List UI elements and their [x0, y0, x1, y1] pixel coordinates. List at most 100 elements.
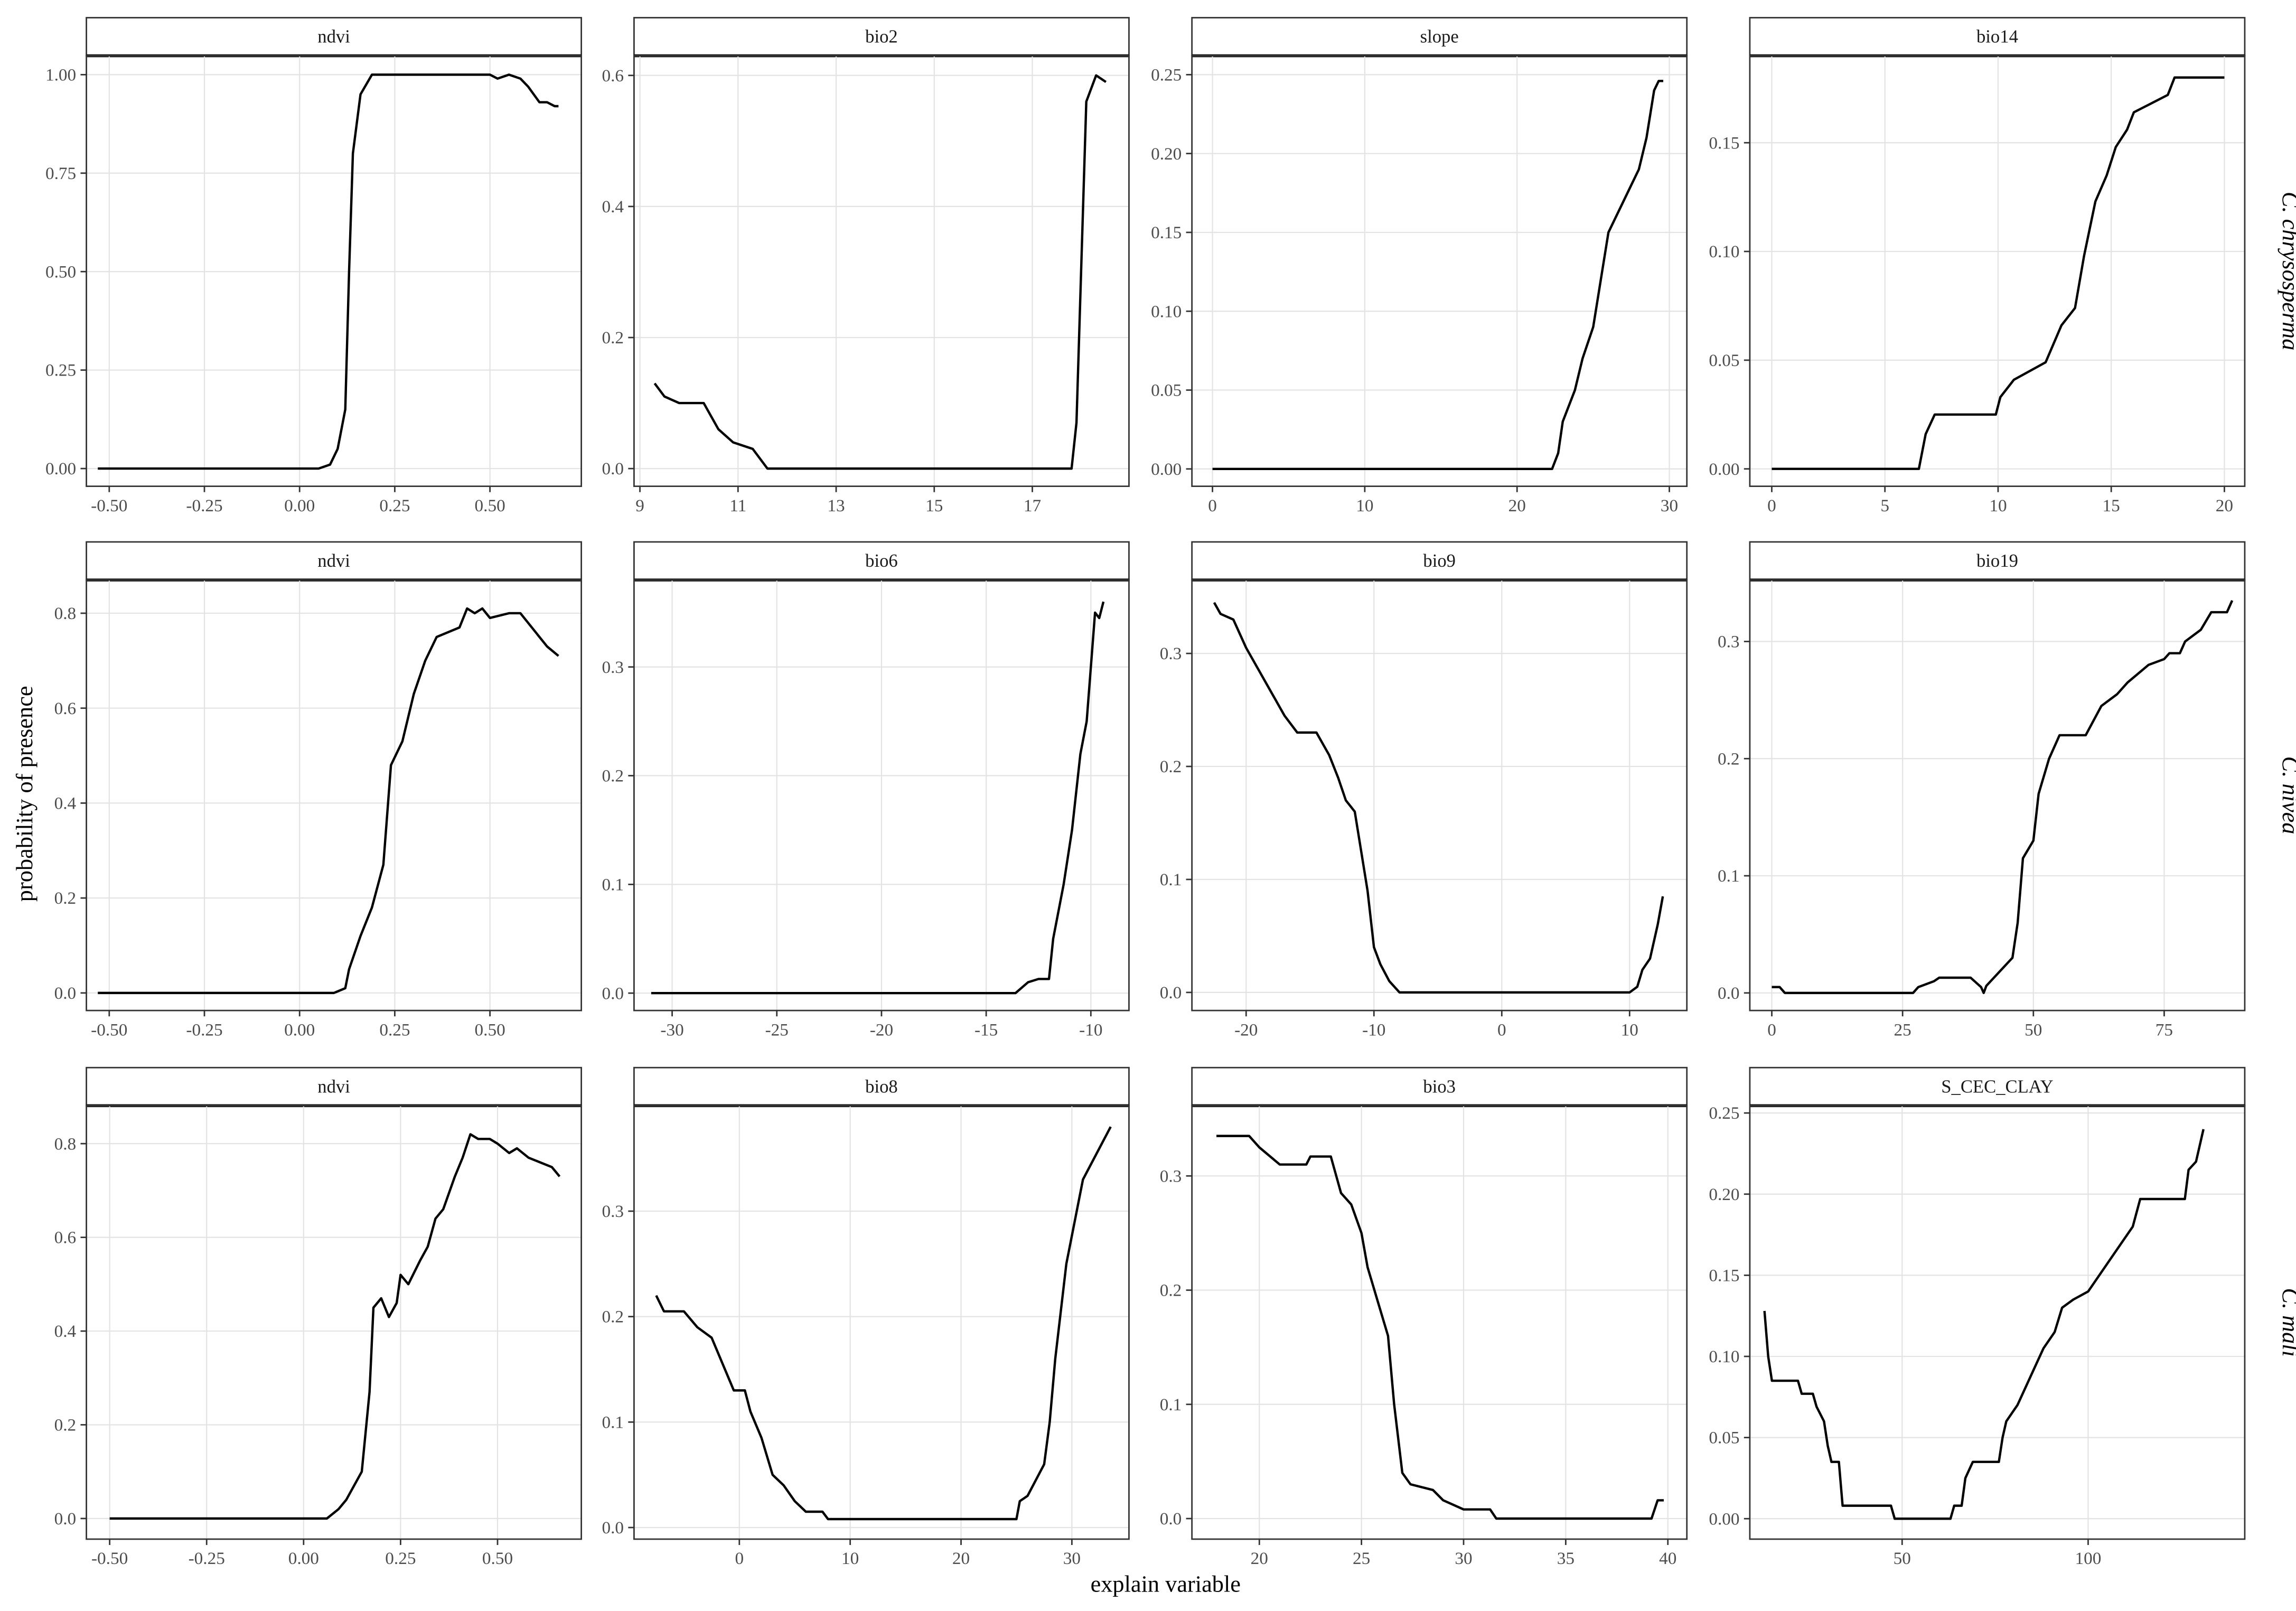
strip-title: ndvi [317, 27, 350, 47]
strip [633, 541, 1130, 581]
x-tick-label: -0.50 [91, 496, 127, 516]
strip-title: ndvi [317, 551, 350, 571]
y-tick-label: 0.2 [602, 328, 624, 348]
strip [1749, 17, 2246, 57]
x-tick-label: 10 [1989, 496, 2007, 516]
x-tick-label: -0.50 [91, 1020, 127, 1039]
x-tick-label: 9 [635, 496, 644, 516]
strip-title: bio9 [1423, 551, 1456, 571]
y-tick-label: 0.10 [1151, 302, 1182, 321]
data-line [653, 74, 1107, 470]
y-tick-label: 1.00 [45, 65, 76, 85]
y-tick-label: 0.1 [1160, 870, 1182, 889]
y-tick-label: 0.6 [54, 699, 77, 718]
strip-title: bio8 [865, 1076, 898, 1097]
x-tick-label: 0 [1208, 496, 1217, 516]
x-tick-label: 0.50 [482, 1549, 513, 1568]
data-line [98, 607, 559, 995]
strip [1191, 541, 1688, 581]
y-tick-label: 0.10 [1709, 242, 1739, 261]
x-tick-label: -20 [870, 1020, 893, 1039]
panel-border [1749, 579, 2246, 1011]
x-tick-label: 40 [1659, 1549, 1676, 1568]
x-tick-label: 30 [1661, 496, 1678, 516]
x-tick-label: -20 [1234, 1020, 1258, 1039]
y-tick-label: 0.05 [1709, 1428, 1739, 1448]
panel: bio19 0 25 50 75 0.0 0.1 0.2 0.3 [1718, 541, 2246, 1039]
data-line [1772, 76, 2225, 470]
x-tick-label: -0.25 [186, 496, 222, 516]
x-tick-label: 13 [827, 496, 845, 516]
y-tick-label: 0.8 [54, 604, 77, 623]
y-tick-label: 0.0 [54, 984, 77, 1003]
y-tick-label: 0.00 [1151, 460, 1182, 479]
x-tick-label: 75 [2156, 1020, 2173, 1039]
x-tick-label: 0.25 [385, 1549, 416, 1568]
x-tick-label: 0 [1767, 496, 1776, 516]
x-tick-label: 20 [952, 1549, 970, 1568]
x-tick-label: 0.25 [379, 1020, 410, 1039]
x-tick-label: -0.25 [186, 1020, 222, 1039]
y-tick-label: 0.25 [1709, 1103, 1739, 1123]
y-tick-label: 0.4 [54, 1322, 77, 1341]
x-tick-label: -10 [1079, 1020, 1102, 1039]
panel-border [86, 1104, 582, 1540]
y-tick-label: 0.3 [1160, 644, 1182, 663]
y-tick-label: 0.6 [54, 1228, 77, 1248]
panel: bio8 0 10 20 30 0.0 0.1 0.2 0.3 [602, 1066, 1130, 1568]
x-tick-label: 100 [2075, 1549, 2102, 1568]
y-tick-label: 0.2 [1160, 1281, 1182, 1300]
y-tick-label: 0.20 [1151, 144, 1182, 164]
x-tick-label: 17 [1024, 496, 1041, 516]
x-tick-label: 11 [729, 496, 746, 516]
y-tick-label: 0.3 [1718, 632, 1740, 652]
y-tick-label: 0.2 [602, 1307, 624, 1327]
panel: slope 0 10 20 30 0.00 0.05 0.10 0.15 0.20 0.25 [1151, 17, 1688, 516]
x-tick-label: 0 [735, 1549, 744, 1568]
y-tick-label: 0.0 [602, 459, 624, 479]
x-tick-label: 20 [1251, 1549, 1268, 1568]
strip [1749, 1066, 2246, 1107]
y-tick-label: 0.1 [1160, 1395, 1182, 1415]
data-line [651, 601, 1105, 995]
x-tick-label: 0 [1767, 1020, 1776, 1039]
y-tick-label: 0.3 [602, 658, 624, 677]
y-tick-label: 0.00 [45, 459, 76, 479]
data-line [655, 1126, 1112, 1521]
row-label: C. chrysosperma [2278, 192, 2296, 351]
x-tick-label: 0.50 [475, 496, 505, 516]
panel-border [1191, 579, 1688, 1011]
y-tick-label: 0.15 [1709, 1266, 1739, 1285]
panel-border [1191, 1104, 1688, 1540]
panel-border [86, 55, 582, 488]
strip-title: S_CEC_CLAY [1941, 1076, 2053, 1097]
panel-border [633, 1104, 1130, 1540]
y-tick-label: 0.2 [54, 1416, 77, 1435]
y-tick-label: 0.3 [1160, 1166, 1182, 1186]
strip-title: bio6 [865, 551, 898, 571]
y-tick-label: 0.2 [602, 766, 624, 786]
x-tick-label: 0.00 [288, 1549, 319, 1568]
panel: bio6 -30 -25 -20 -15 -10 0.0 0.1 0.2 0.3 [602, 541, 1130, 1039]
y-tick-label: 0.6 [602, 66, 624, 86]
panel: S_CEC_CLAY 50 100 0.00 0.05 0.10 0.15 0.20 0.25 [1709, 1066, 2246, 1568]
y-tick-label: 0.1 [602, 1412, 624, 1432]
panel-border [633, 55, 1130, 488]
data-line [1212, 80, 1664, 470]
strip [86, 1066, 582, 1107]
data-line [1772, 600, 2234, 995]
panel: bio3 20 25 30 35 40 0.0 0.1 0.2 0.3 [1160, 1066, 1688, 1568]
panel-border [1191, 55, 1688, 488]
x-tick-label: -25 [765, 1020, 789, 1039]
x-tick-label: -15 [974, 1020, 998, 1039]
x-tick-label: -10 [1362, 1020, 1385, 1039]
y-tick-label: 0.4 [602, 197, 624, 217]
data-line [1216, 1135, 1664, 1520]
x-tick-label: 0 [1497, 1020, 1506, 1039]
y-tick-label: 0.15 [1709, 133, 1739, 153]
x-tick-label: 20 [1508, 496, 1526, 516]
y-tick-label: 0.3 [602, 1202, 624, 1221]
y-tick-label: 0.2 [1718, 749, 1740, 769]
x-tick-label: 15 [925, 496, 943, 516]
